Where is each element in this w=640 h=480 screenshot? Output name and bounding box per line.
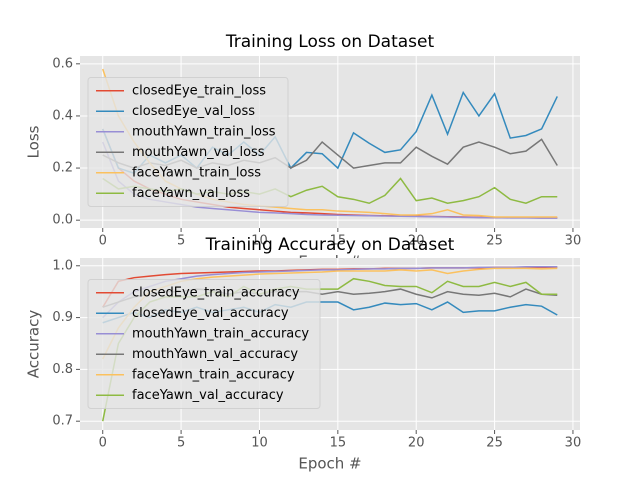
legend-label: faceYawn_val_accuracy (132, 388, 284, 403)
legend-label: mouthYawn_train_accuracy (132, 326, 309, 341)
x-tick-label: 25 (486, 436, 503, 451)
x-tick-label: 15 (330, 234, 347, 249)
x-tick-label: 10 (251, 436, 268, 451)
y-axis-label: Accuracy (25, 310, 43, 379)
legend-label: closedEye_train_accuracy (132, 285, 300, 300)
x-tick-label: 5 (177, 234, 185, 249)
y-tick-label: 1.0 (52, 258, 73, 273)
y-tick-label: 0.4 (52, 108, 73, 123)
legend-box (87, 279, 321, 409)
y-tick-label: 0.2 (52, 161, 73, 176)
legend-box (87, 77, 289, 207)
x-tick-label: 25 (486, 234, 503, 249)
y-tick-label: 0.0 (52, 213, 73, 228)
x-tick-label: 15 (330, 436, 347, 451)
x-tick-label: 30 (565, 436, 582, 451)
x-tick-label: 20 (408, 436, 425, 451)
legend-label: mouthYawn_val_accuracy (132, 347, 298, 362)
legend-label: faceYawn_val_loss (132, 186, 250, 201)
y-tick-label: 0.7 (52, 414, 73, 429)
legend-label: faceYawn_train_accuracy (132, 367, 295, 382)
legend-label: mouthYawn_val_loss (132, 145, 265, 160)
x-tick-label: 10 (251, 234, 268, 249)
chart-title: Training Accuracy on Dataset (205, 235, 455, 255)
x-tick-label: 30 (565, 234, 582, 249)
x-tick-label: 20 (408, 234, 425, 249)
y-tick-label: 0.6 (52, 56, 73, 71)
x-tick-label: 0 (99, 436, 107, 451)
y-tick-label: 0.8 (52, 362, 73, 377)
x-tick-label: 5 (177, 436, 185, 451)
legend-label: closedEye_train_loss (132, 83, 266, 98)
legend-label: closedEye_val_accuracy (132, 306, 289, 321)
x-tick-label: 0 (99, 234, 107, 249)
legend-label: faceYawn_train_loss (132, 165, 261, 180)
chart-title: Training Loss on Dataset (225, 32, 435, 52)
y-tick-label: 0.9 (52, 310, 73, 325)
x-axis-label: Epoch # (298, 455, 361, 473)
legend-label: closedEye_val_loss (132, 104, 255, 119)
y-axis-label: Loss (25, 125, 43, 158)
legend-label: mouthYawn_train_loss (132, 124, 276, 139)
